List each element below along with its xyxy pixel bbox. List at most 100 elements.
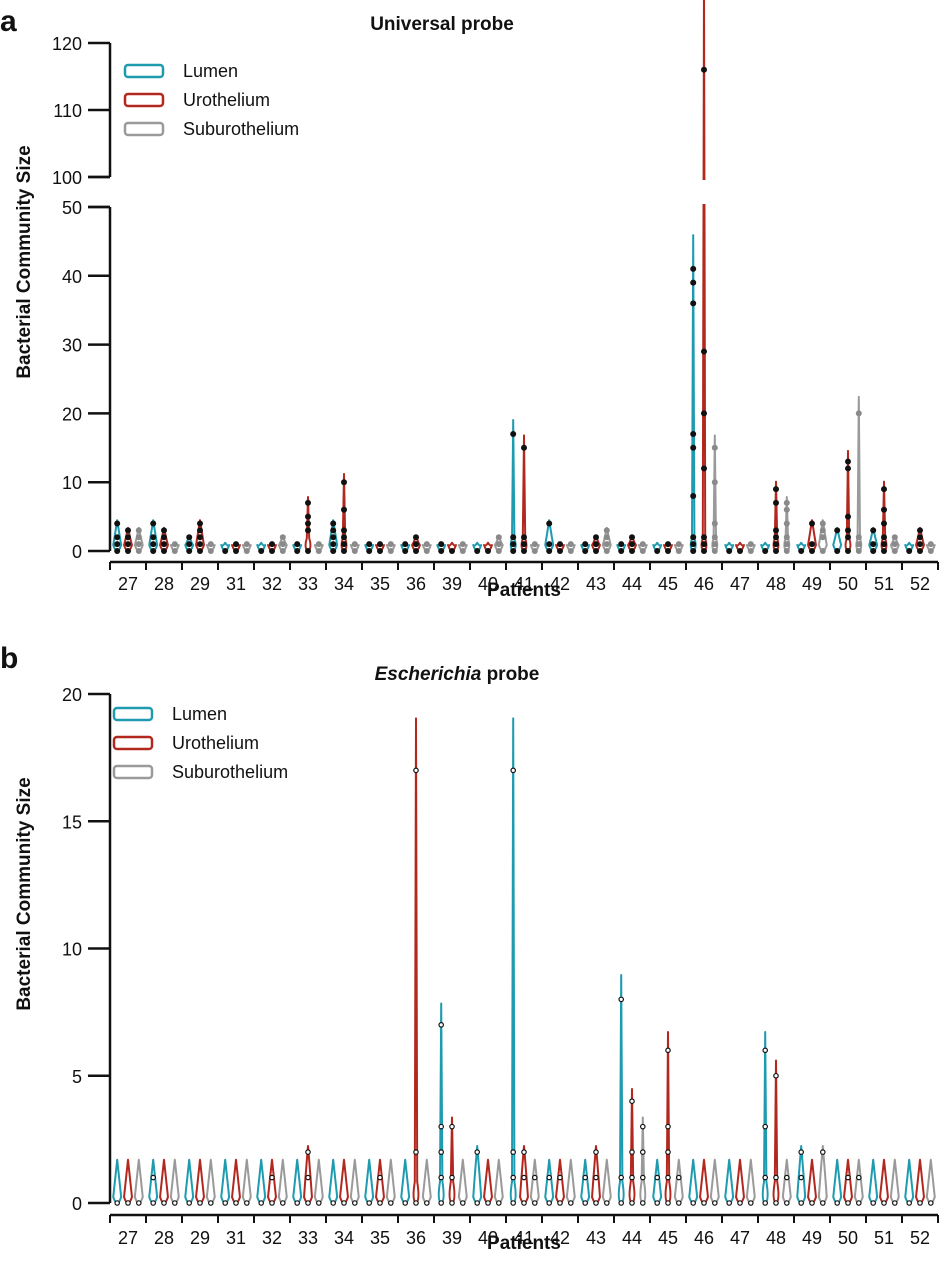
panel-a-violin-suburothelium-31 <box>241 541 252 554</box>
panel-b-x-tick-label: 43 <box>586 1228 606 1248</box>
panel-a-violin-urothelium-33 <box>304 496 312 554</box>
panel-b-data-point <box>294 1200 301 1206</box>
panel-a-data-point <box>773 548 779 554</box>
panel-b-violin-suburothelium-32 <box>277 1158 288 1206</box>
panel-b-y-tick-label: 5 <box>72 1067 82 1087</box>
panel-a-x-tick-label: 43 <box>586 574 606 594</box>
panel-a-y-tick-label: 20 <box>62 404 82 424</box>
panel-a-x-tick-label: 41 <box>514 574 534 594</box>
panel-b-data-point <box>618 996 625 1003</box>
panel-a-x-tick-label: 50 <box>838 574 858 594</box>
panel-a-data-point <box>125 534 131 541</box>
panel-a-violin-lumen-27 <box>112 519 123 554</box>
panel-a-data-point <box>819 548 826 554</box>
panel-a-data-point <box>603 527 610 534</box>
panel-a-legend-swatch-lumen <box>123 63 165 79</box>
panel-a-violin-urothelium-27 <box>123 526 133 554</box>
panel-b-violin-outline <box>745 1158 756 1204</box>
panel-a-data-point <box>315 541 322 548</box>
panel-b-violin-outline <box>652 1158 663 1204</box>
panel-b-violin-suburothelium-50 <box>853 1158 864 1206</box>
panel-b-data-point <box>438 1123 445 1130</box>
panel-b-x-tick-label: 29 <box>190 1228 210 1248</box>
panel-a-data-point <box>294 541 301 548</box>
panel-a-legend-label-lumen: Lumen <box>183 61 238 81</box>
panel-a-data-point <box>783 499 790 506</box>
panel-a-x-tick-label: 44 <box>622 574 642 594</box>
panel-b-violin-outline <box>925 1158 936 1204</box>
panel-b-data-point <box>258 1200 265 1206</box>
panel-a-x-tick-label: 31 <box>226 574 246 594</box>
panel-b-data-point <box>244 1200 250 1206</box>
panel-a-data-point <box>762 548 769 554</box>
panel-b-y-axis-label: Bacterial Community Size <box>14 777 35 1010</box>
panel-b-data-point <box>546 1174 553 1181</box>
panel-a-violin-lumen-49 <box>796 541 807 554</box>
panel-b-violin-lumen-49 <box>796 1144 807 1206</box>
panel-a-violin-lumen-39 <box>436 541 447 554</box>
panel-b-data-point <box>593 1200 599 1206</box>
panel-a-violin-suburothelium-33 <box>313 541 324 554</box>
panel-b-data-point <box>495 1200 502 1206</box>
panel-a-violin-suburothelium-32 <box>277 534 288 554</box>
panel-a-data-point <box>711 444 718 451</box>
panel-a-data-point <box>197 534 203 541</box>
panel-b-data-point <box>459 1200 466 1206</box>
panel-a-y-tick-label: 30 <box>62 336 82 356</box>
panel-b-x-tick-label: 44 <box>622 1228 642 1248</box>
panel-a-data-point <box>891 548 898 554</box>
panel-a-y-tick-label: 10 <box>62 473 82 493</box>
panel-a-violin-urothelium-35 <box>375 541 385 554</box>
panel-b-violin-lumen-47 <box>724 1158 735 1206</box>
panel-b-data-point <box>305 1149 311 1155</box>
panel-b-data-point <box>845 1200 851 1206</box>
panel-a-x-tick-label: 34 <box>334 574 354 594</box>
panel-a-data-point <box>834 527 841 534</box>
panel-b-violin-outline <box>617 973 625 1204</box>
panel-a-data-point <box>881 548 887 554</box>
panel-b-violin-outline <box>565 1158 576 1204</box>
panel-a-data-point <box>783 548 790 554</box>
panel-b-data-point <box>906 1200 913 1206</box>
panel-a-data-point <box>366 548 373 554</box>
panel-a-data-point <box>690 541 697 548</box>
panel-b-y-tick-label: 10 <box>62 940 82 960</box>
panel-a-data-point <box>171 548 178 554</box>
panel-a-data-point <box>834 548 841 554</box>
panel-a-data-point <box>279 541 286 548</box>
panel-b-violin-outline <box>628 1087 636 1204</box>
panel-a-data-point <box>870 527 877 534</box>
panel-a-data-point <box>773 486 779 493</box>
panel-b-violin-outline <box>639 1116 647 1204</box>
panel-b-x-tick-label: 32 <box>262 1228 282 1248</box>
panel-a-violin-urothelium-41 <box>520 434 528 554</box>
panel-b-violin-lumen-48 <box>761 1030 769 1206</box>
panel-a-data-point <box>474 548 481 554</box>
panel-b-data-point <box>870 1200 877 1206</box>
panel-b-violin-outline <box>483 1158 493 1204</box>
panel-b-violin-outline <box>807 1158 817 1204</box>
panel-a-data-point <box>114 541 121 548</box>
panel-b-x-tick-label: 42 <box>550 1228 570 1248</box>
panel-b-violin-outline <box>123 1158 133 1204</box>
panel-b-data-point <box>855 1200 862 1206</box>
panel-b-data-point <box>762 1123 769 1130</box>
panel-a-violin-lumen-29 <box>184 534 195 554</box>
panel-a-data-point <box>855 541 862 548</box>
panel-b-violin-outline <box>580 1158 591 1204</box>
panel-b-violin-urothelium-44 <box>628 1087 636 1206</box>
panel-a-violin-suburothelium-42 <box>565 541 576 554</box>
panel-a-data-point <box>150 548 157 554</box>
panel-b-data-point <box>762 1174 769 1181</box>
panel-b-data-point <box>582 1200 589 1206</box>
panel-b-data-point <box>413 1200 419 1206</box>
panel-b-title: Escherichia probe <box>375 664 540 685</box>
panel-a-data-point <box>305 548 311 554</box>
panel-a-data-point <box>665 548 671 554</box>
panel-b-x-tick-label: 34 <box>334 1228 354 1248</box>
panel-a-data-point <box>618 541 625 548</box>
panel-b-data-point <box>629 1200 635 1206</box>
panel-a-data-point <box>927 541 934 548</box>
panel-a-violin-suburothelium-47 <box>745 541 756 554</box>
panel-b-data-point <box>485 1200 491 1206</box>
